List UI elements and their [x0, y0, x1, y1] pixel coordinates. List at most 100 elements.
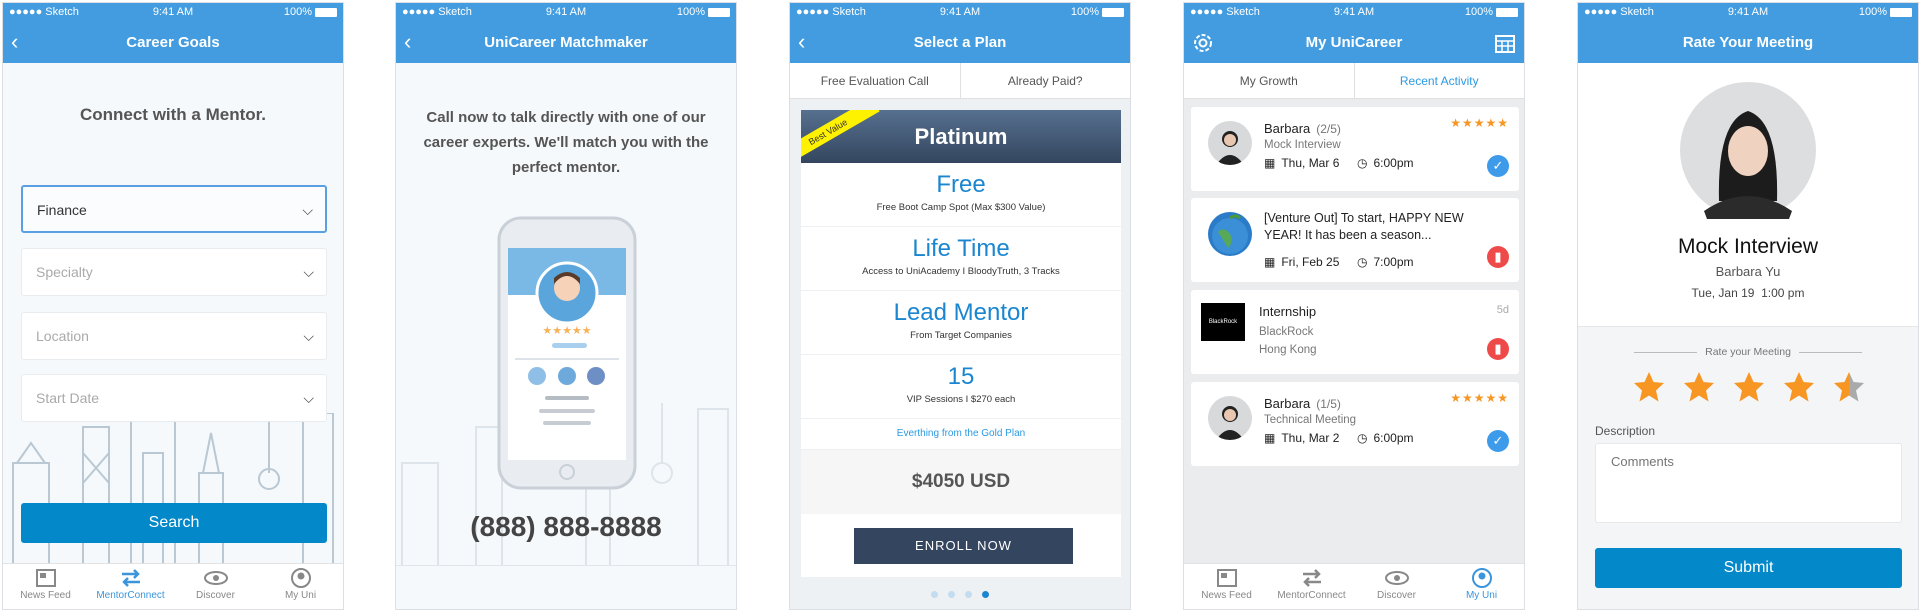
- activity-card[interactable]: Barbara (2/5) Mock Interview ▦ Thu, Mar 6 …: [1191, 107, 1519, 191]
- select-plan-screen: ●●●●● Sketch 9:41 AM 100% ‹ Select a Plan F…: [789, 2, 1131, 610]
- back-icon[interactable]: ‹: [404, 29, 412, 54]
- tab-mentorconnect[interactable]: MentorConnect: [88, 564, 173, 609]
- tab-discover[interactable]: Discover: [1354, 564, 1439, 609]
- enroll-button[interactable]: ENROLL NOW: [854, 528, 1073, 564]
- eye-icon: [1384, 571, 1409, 585]
- tab-label: MentorConnect: [1277, 590, 1346, 601]
- gold-plan-link[interactable]: Everthing from the Gold Plan: [801, 419, 1121, 450]
- start-date-select[interactable]: Start Date ⌵: [21, 374, 327, 422]
- status-bar: ●●●●● Sketch 9:41 AM 100%: [1578, 3, 1918, 23]
- specialty-select[interactable]: Specialty ⌵: [21, 248, 327, 296]
- battery-icon: [1102, 7, 1124, 17]
- tab-recent-activity[interactable]: Recent Activity: [1353, 63, 1525, 98]
- tab-news-feed[interactable]: News Feed: [3, 564, 88, 609]
- company-name: BlackRock: [1259, 326, 1314, 338]
- carrier: ●●●●● Sketch: [1190, 6, 1260, 18]
- tab-my-uni[interactable]: My Uni: [1439, 564, 1524, 609]
- tab-mentorconnect[interactable]: MentorConnect: [1269, 564, 1354, 609]
- specialty-placeholder: Specialty: [36, 264, 93, 280]
- activity-card[interactable]: BlackRock Internship BlackRock Hong Kong…: [1191, 290, 1519, 374]
- back-icon[interactable]: ‹: [11, 29, 19, 54]
- bookmark-icon[interactable]: ▮: [1487, 338, 1509, 360]
- battery-percent: 100%: [283, 6, 312, 18]
- activity-card[interactable]: Barbara (1/5) Technical Meeting ▦ Thu, Mar…: [1191, 382, 1519, 466]
- battery-icon: [315, 7, 337, 17]
- avatar: [1208, 121, 1252, 165]
- nav-bar: ‹ UniCareer Matchmaker: [396, 23, 736, 63]
- plan-tabs: Free Evaluation Call Already Paid?: [790, 63, 1130, 99]
- meeting-date: Thu, Mar 2: [1281, 431, 1340, 445]
- clock-icon: ◷: [1357, 156, 1368, 170]
- page-dot[interactable]: [965, 591, 972, 598]
- description-label: Description: [1595, 424, 1656, 438]
- page-title: Career Goals: [126, 34, 220, 51]
- mentor-name: Barbara: [1264, 121, 1311, 136]
- status-bar: ●●●●● Sketch 9:41 AM 100%: [396, 3, 736, 23]
- nav-bar: ‹ Select a Plan: [790, 23, 1130, 63]
- star-icon[interactable]: [1783, 371, 1815, 403]
- activity-card[interactable]: [Venture Out] To start, HAPPY NEW YEAR! …: [1191, 198, 1519, 282]
- field-select[interactable]: Finance ⌵: [21, 185, 327, 233]
- calendar-icon: ▦: [1264, 255, 1276, 269]
- swap-arrows-icon: [121, 569, 140, 587]
- star-icon[interactable]: [1633, 371, 1665, 403]
- clock: 9:41 AM: [939, 6, 981, 18]
- job-title: Internship: [1259, 304, 1317, 319]
- mentor-name: Barbara: [1264, 396, 1311, 411]
- tab-my-uni[interactable]: My Uni: [258, 564, 343, 609]
- page-dot[interactable]: [982, 591, 989, 598]
- page-dot[interactable]: [948, 591, 955, 598]
- chevron-down-icon: ⌵: [302, 202, 313, 218]
- battery-percent: 100%: [1070, 6, 1099, 18]
- phone-illustration: ★★★★★: [497, 216, 637, 490]
- status-bar: ●●●●● Sketch 9:41 AM 100%: [3, 3, 343, 23]
- star-rating[interactable]: [1633, 371, 1865, 403]
- gear-icon[interactable]: [1192, 32, 1214, 54]
- rate-label: Rate your Meeting: [1705, 346, 1791, 358]
- calendar-icon[interactable]: [1494, 32, 1516, 54]
- tab-news-feed[interactable]: News Feed: [1184, 564, 1269, 609]
- tab-label: MentorConnect: [96, 590, 165, 601]
- location-select[interactable]: Location ⌵: [21, 312, 327, 360]
- tab-already-paid[interactable]: Already Paid?: [959, 63, 1131, 98]
- star-icon[interactable]: [1733, 371, 1765, 403]
- nav-bar: ‹ Career Goals: [3, 23, 343, 63]
- star-icon[interactable]: [1833, 371, 1865, 403]
- bookmark-icon[interactable]: ▮: [1487, 246, 1509, 268]
- page-dot[interactable]: [931, 591, 938, 598]
- submit-button[interactable]: Submit: [1595, 548, 1902, 588]
- phone-number[interactable]: (888) 888-8888: [470, 511, 662, 542]
- back-icon[interactable]: ‹: [798, 29, 806, 54]
- battery-icon: [1890, 7, 1912, 17]
- price: $4050 USD: [801, 450, 1121, 514]
- tab-label: News Feed: [1201, 590, 1252, 601]
- status-bar: ●●●●● Sketch 9:41 AM 100%: [790, 3, 1130, 23]
- tab-discover[interactable]: Discover: [173, 564, 258, 609]
- mentor-name: Barbara Yu: [1715, 264, 1781, 279]
- page-title: Select a Plan: [913, 34, 1007, 51]
- plan-header: Platinum: [801, 110, 1121, 163]
- location-placeholder: Location: [36, 328, 89, 344]
- plan-card: Platinum Best Value Free Free Boot Camp S…: [801, 110, 1121, 577]
- search-button[interactable]: Search: [21, 503, 327, 543]
- mentor-photo: [1680, 82, 1816, 219]
- star-icon[interactable]: [1683, 371, 1715, 403]
- tab-bar: News Feed MentorConnect Discover My Uni: [1184, 563, 1524, 609]
- meeting-date: Thu, Mar 6: [1281, 156, 1340, 170]
- tab-label: My Uni: [1465, 590, 1498, 601]
- comments-input[interactable]: [1595, 443, 1902, 523]
- post-date: Fri, Feb 25: [1281, 255, 1340, 269]
- bottom-strip: [396, 565, 736, 609]
- svg-text:★★★★★: ★★★★★: [542, 325, 591, 337]
- company-logo: BlackRock: [1201, 303, 1245, 341]
- tab-my-growth[interactable]: My Growth: [1239, 74, 1298, 88]
- tab-free-evaluation-call[interactable]: Free Evaluation Call: [820, 74, 929, 88]
- feature-row: 15 VIP Sessions I $270 each: [801, 355, 1121, 419]
- feature-title: Life Time: [912, 235, 1010, 262]
- plan-name: Platinum: [914, 124, 1008, 149]
- my-unicareer-screen: ●●●●● Sketch 9:41 AM 100% My UniCareer My …: [1183, 2, 1525, 610]
- rate-meeting-screen: ●●●●● Sketch 9:41 AM 100% Rate Your Meetin…: [1577, 2, 1919, 610]
- rating-stars: ★★★★★: [1450, 391, 1509, 405]
- clock: 9:41 AM: [545, 6, 587, 18]
- feature-desc: Free Boot Camp Spot (Max $300 Value): [876, 202, 1046, 213]
